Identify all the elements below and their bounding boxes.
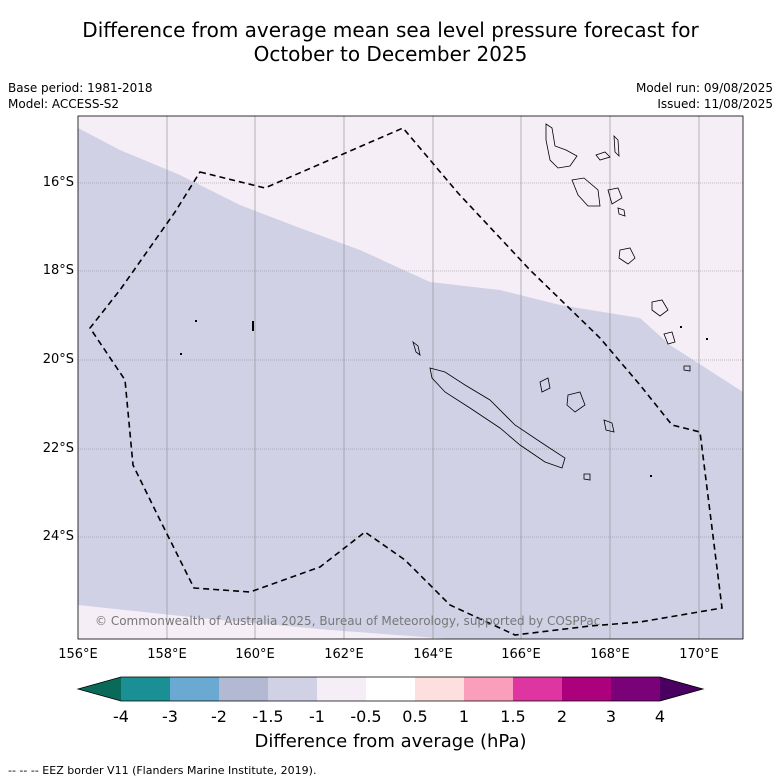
colorbar-bin-4 xyxy=(268,677,317,701)
colorbar-high-extend xyxy=(660,677,703,701)
colorbar-bin-5 xyxy=(317,677,366,701)
colorbar-low-extend xyxy=(78,677,121,701)
colorbar-bin-8 xyxy=(464,677,513,701)
lon-tick-label: 166°E xyxy=(501,647,541,662)
lon-tick-label: 170°E xyxy=(679,647,719,662)
map-area xyxy=(78,116,743,639)
small-islets xyxy=(180,320,708,477)
lon-tick-label: 162°E xyxy=(324,647,364,662)
vanuatu-islands xyxy=(545,123,691,372)
lon-tick-label: 158°E xyxy=(147,647,187,662)
colorbar-tick-label: 2 xyxy=(556,707,568,726)
colorbar-tick-label: -3 xyxy=(162,707,178,726)
lat-tick-label: 20°S xyxy=(42,352,74,367)
lon-tick-label: 156°E xyxy=(58,647,98,662)
colorbar-outline xyxy=(76,676,705,702)
base-period: Base period: 1981-2018 xyxy=(8,81,153,95)
colorbar-tick-label: -4 xyxy=(113,707,129,726)
colorbar-tick-label: -0.5 xyxy=(350,707,382,726)
graticule xyxy=(78,116,743,639)
issued-date: Issued: 11/08/2025 xyxy=(657,97,773,111)
colorbar-tick-label: 3 xyxy=(605,707,617,726)
copyright-text: © Commonwealth of Australia 2025, Bureau… xyxy=(95,614,601,628)
colorbar-tick-label: 1 xyxy=(458,707,470,726)
anomaly-light-region-south xyxy=(78,605,450,639)
colorbar-bin-3 xyxy=(219,677,268,701)
map-frame xyxy=(77,115,744,640)
colorbar-tick-label: -2 xyxy=(211,707,227,726)
colorbar-tick-label: 1.5 xyxy=(500,707,526,726)
lat-tick-label: 16°S xyxy=(42,175,74,190)
model-name: Model: ACCESS-S2 xyxy=(8,97,120,111)
colorbar-tick-label: -1 xyxy=(309,707,325,726)
meta-right: Model run: 09/08/2025 Issued: 11/08/2025 xyxy=(636,80,773,112)
colorbar-bin-7 xyxy=(415,677,464,701)
lon-tick-label: 168°E xyxy=(590,647,630,662)
colorbar-label: Difference from average (hPa) xyxy=(254,731,527,752)
footnote: -- -- -- EEZ border V11 (Flanders Marine… xyxy=(8,764,317,777)
title-line-1: Difference from average mean sea level p… xyxy=(82,18,699,42)
colorbar-tick-label: 4 xyxy=(654,707,666,726)
colorbar-bin-11 xyxy=(611,677,660,701)
lat-tick-label: 22°S xyxy=(42,441,74,456)
eez-border xyxy=(89,127,723,636)
colorbar xyxy=(76,676,705,702)
model-run: Model run: 09/08/2025 xyxy=(635,81,773,95)
anomaly-mid-region xyxy=(78,128,743,639)
title-line-2: October to December 2025 xyxy=(253,42,528,66)
colorbar-bin-6 xyxy=(366,677,415,701)
lat-tick-label: 24°S xyxy=(42,529,74,544)
lon-tick-label: 164°E xyxy=(413,647,453,662)
lat-tick-label: 18°S xyxy=(42,263,74,278)
colorbar-bin-1 xyxy=(121,677,170,701)
chart-title: Difference from average mean sea level p… xyxy=(0,18,781,66)
colorbar-bin-10 xyxy=(562,677,611,701)
meta-left: Base period: 1981-2018 Model: ACCESS-S2 xyxy=(8,80,153,112)
colorbar-bin-9 xyxy=(513,677,562,701)
colorbar-tick-label: -1.5 xyxy=(252,707,284,726)
lon-tick-label: 160°E xyxy=(235,647,275,662)
colorbar-bin-2 xyxy=(170,677,219,701)
new-caledonia-island xyxy=(412,340,615,481)
colorbar-tick-label: 0.5 xyxy=(402,707,428,726)
